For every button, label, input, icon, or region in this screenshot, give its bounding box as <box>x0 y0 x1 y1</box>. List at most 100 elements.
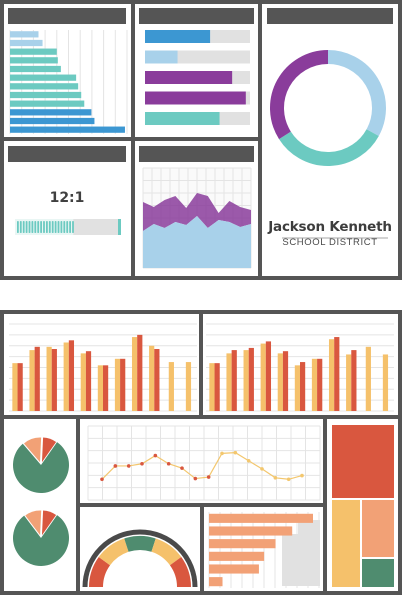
ratio-end-cap <box>118 219 121 235</box>
bar <box>10 126 125 133</box>
bar <box>63 342 69 411</box>
gauge-segment <box>124 536 156 552</box>
line-point <box>273 476 278 480</box>
bar <box>10 117 95 125</box>
treemap-cell <box>362 559 394 587</box>
student-figure <box>46 221 48 233</box>
line-point <box>246 458 251 463</box>
student-figure <box>40 221 42 233</box>
line-series <box>101 452 303 480</box>
bar <box>68 340 75 411</box>
student-figure <box>28 221 31 233</box>
line-point <box>166 461 171 466</box>
line-point <box>180 466 184 470</box>
line-point <box>126 464 131 468</box>
line-point <box>286 477 291 482</box>
bar <box>334 337 340 411</box>
student-figure <box>17 221 19 233</box>
pie-slice <box>41 437 57 463</box>
bar <box>214 363 220 411</box>
bar <box>145 112 220 125</box>
student-figure <box>54 221 57 233</box>
pie-slice <box>13 442 70 494</box>
line-point <box>206 475 211 479</box>
bar <box>294 365 300 411</box>
student-figure <box>51 221 54 233</box>
brand-block: Jackson Kenneth SCHOOL DISTRICT <box>266 219 394 248</box>
bar <box>248 347 254 411</box>
bar <box>365 346 371 411</box>
bar <box>145 30 211 43</box>
bar <box>10 83 79 90</box>
bar <box>282 351 289 411</box>
bar <box>311 358 318 411</box>
bar <box>145 91 246 105</box>
bar <box>300 362 306 411</box>
gauge-segment <box>151 538 182 566</box>
pie-slice <box>41 510 57 536</box>
student-figure <box>19 221 22 233</box>
bar <box>103 365 109 411</box>
treemap-cell <box>362 500 394 557</box>
bar <box>10 39 43 47</box>
treemap-cell <box>332 500 360 587</box>
student-figure <box>60 221 63 233</box>
pie-slice <box>23 437 42 463</box>
line-point <box>113 464 118 468</box>
panel-header <box>267 8 393 24</box>
bar <box>46 346 52 411</box>
bar <box>209 577 223 587</box>
bar <box>231 350 237 411</box>
bar <box>85 351 92 411</box>
panel-header <box>139 8 254 24</box>
student-figure <box>63 221 66 233</box>
bar <box>382 354 389 411</box>
bar <box>131 337 138 411</box>
treemap <box>332 425 394 587</box>
bar <box>328 339 335 411</box>
student-figure <box>43 221 45 233</box>
bar <box>97 365 103 411</box>
bar <box>34 346 40 411</box>
panel-header <box>8 8 126 24</box>
bar <box>317 358 323 411</box>
line-point <box>233 450 238 455</box>
bar <box>149 345 155 411</box>
bar <box>80 353 86 411</box>
gauge-segment <box>89 557 111 588</box>
student-figure <box>66 221 69 233</box>
student-figure <box>22 221 25 233</box>
bar <box>260 343 266 411</box>
bar <box>209 564 259 574</box>
line-point <box>300 473 304 478</box>
panel-header <box>139 146 254 162</box>
bar <box>346 354 352 411</box>
gauge-outer-ring <box>82 529 198 588</box>
donut-slice <box>270 50 329 140</box>
bar <box>10 31 39 38</box>
student-figure <box>48 221 51 233</box>
gauge-segment <box>169 557 191 588</box>
student-figure <box>25 221 28 233</box>
bar <box>168 362 174 411</box>
bar <box>277 353 283 411</box>
line-point <box>153 453 158 458</box>
bar <box>209 551 265 561</box>
bar <box>10 100 85 107</box>
bar <box>209 513 313 523</box>
bar-backdrop <box>298 520 320 586</box>
bar <box>12 363 18 411</box>
ratio-label: 12:1 <box>49 190 85 206</box>
bar <box>209 363 215 411</box>
bar <box>10 48 57 55</box>
bar <box>226 353 232 411</box>
student-figure <box>31 221 34 233</box>
bar <box>351 350 357 411</box>
bar <box>137 334 143 411</box>
bar <box>10 57 58 64</box>
donut-slice <box>327 50 386 136</box>
line-point <box>140 461 144 466</box>
bar <box>10 91 82 99</box>
bar <box>209 539 276 549</box>
